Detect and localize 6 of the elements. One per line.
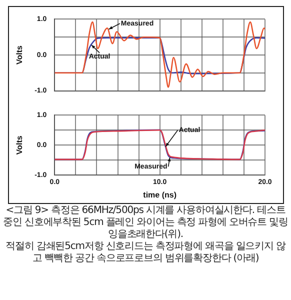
- text: 적절히 감쇄된5cm저항 신호리드는 측정파형에 왜곡을 일으키지 않고 빽빽한 공간 속으로프로브의 범위를확장한다 (아래): [4, 241, 287, 265]
- x-axis-title: time (ns): [143, 190, 177, 200]
- text: <그림 9> 측정은 66MHz/500ps 시계를 사용하여실시한다. 테스트중인 신호에부착된 5cm 플레인 와이어는 측정 파형에 오버슈트 및링잉을초래한다(위).: [2, 205, 289, 241]
- y-axis-title: Volts: [15, 135, 24, 155]
- y-axis-title: Volts: [15, 44, 24, 64]
- line-series: [54, 21, 265, 88]
